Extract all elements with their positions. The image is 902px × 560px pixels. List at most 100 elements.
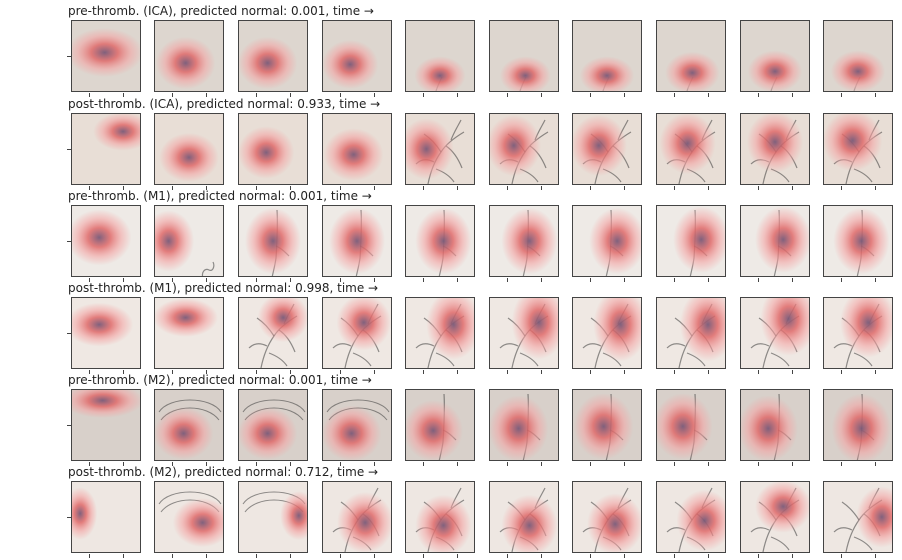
x-tick: [708, 278, 709, 282]
x-tick: [172, 370, 173, 374]
figure-row: post-thromb. (M2), predicted normal: 0.7…: [0, 465, 902, 558]
frame-image: [490, 390, 558, 460]
x-tick: [541, 554, 542, 558]
heatmap-frame: [322, 20, 392, 97]
x-tick: [624, 554, 625, 558]
frame-image: [490, 298, 558, 368]
x-tick: [541, 278, 542, 282]
vessel-line: [499, 343, 519, 349]
frame-image: [741, 21, 809, 91]
heatmap-frame: [823, 113, 893, 190]
x-tick: [624, 93, 625, 97]
x-tick: [507, 93, 508, 97]
heatmap-frame: [238, 389, 308, 466]
x-tick: [841, 186, 842, 190]
heatmap-frame: [67, 205, 141, 282]
x-tick: [708, 554, 709, 558]
frame-image: [824, 482, 892, 552]
frame-image: [323, 390, 391, 460]
frame-image: [573, 206, 641, 276]
attention-blob: [426, 298, 474, 360]
frame-image: [824, 114, 892, 184]
x-tick: [172, 93, 173, 97]
heatmap-frame: [154, 481, 224, 558]
attention-blob: [665, 51, 720, 91]
x-tick: [590, 370, 591, 374]
x-tick: [457, 554, 458, 558]
row-title: post-thromb. (ICA), predicted normal: 0.…: [68, 97, 381, 111]
frame-image: [573, 482, 641, 552]
x-tick: [792, 370, 793, 374]
x-tick: [256, 462, 257, 466]
x-tick: [674, 462, 675, 466]
y-tick: [67, 241, 71, 242]
frame-image: [323, 482, 391, 552]
x-tick: [423, 93, 424, 97]
x-tick: [875, 554, 876, 558]
x-tick: [423, 278, 424, 282]
attention-blob: [587, 493, 641, 552]
x-tick: [374, 278, 375, 282]
attention-blob: [155, 298, 218, 337]
x-tick: [624, 462, 625, 466]
heatmap-frame: [67, 20, 141, 97]
attention-blob: [760, 298, 809, 356]
attention-blob: [579, 56, 635, 91]
attention-blob: [323, 405, 382, 460]
attention-blob: [679, 298, 725, 362]
frame-image: [239, 21, 307, 91]
x-tick: [792, 554, 793, 558]
attention-blob: [415, 207, 472, 275]
x-tick: [256, 93, 257, 97]
x-tick: [423, 370, 424, 374]
x-tick: [374, 370, 375, 374]
frame-image: [741, 298, 809, 368]
heatmap-frame: [489, 113, 559, 190]
x-tick: [172, 554, 173, 558]
x-tick: [89, 93, 90, 97]
x-tick: [206, 554, 207, 558]
heatmap-frame: [572, 481, 642, 558]
vessel-line: [201, 261, 215, 276]
heatmap-frame: [656, 389, 726, 466]
heatmap-frame: [405, 481, 475, 558]
row-title: post-thromb. (M2), predicted normal: 0.7…: [68, 465, 379, 479]
heatmap-frame: [740, 20, 810, 97]
x-tick: [423, 554, 424, 558]
x-tick: [340, 554, 341, 558]
vessel-line: [833, 527, 853, 533]
frame-image: [155, 21, 223, 91]
heatmap-frame: [656, 205, 726, 282]
frame-image: [323, 206, 391, 276]
frame-image: [323, 114, 391, 184]
x-tick: [457, 462, 458, 466]
x-tick: [758, 278, 759, 282]
row-title: pre-thromb. (M2), predicted normal: 0.00…: [68, 373, 372, 387]
heatmap-frame: [154, 113, 224, 190]
frame-image: [490, 206, 558, 276]
heatmap-frame: [740, 481, 810, 558]
y-tick: [67, 425, 71, 426]
heatmap-frame: [489, 389, 559, 466]
x-tick: [457, 93, 458, 97]
attention-blob: [172, 498, 223, 548]
attention-blob: [72, 487, 98, 540]
vessel-line: [352, 352, 372, 367]
x-tick: [457, 186, 458, 190]
attention-blob: [328, 207, 386, 275]
x-tick: [206, 462, 207, 466]
attention-blob: [490, 395, 549, 460]
heatmap-frame: [572, 205, 642, 282]
x-tick: [624, 370, 625, 374]
x-tick: [89, 278, 90, 282]
attention-blob: [824, 114, 883, 172]
x-tick: [708, 186, 709, 190]
frame-image: [323, 298, 391, 368]
figure-row: pre-thromb. (M2), predicted normal: 0.00…: [0, 373, 902, 466]
x-tick: [340, 93, 341, 97]
frame-image: [657, 482, 725, 552]
attention-blob: [746, 114, 804, 173]
attention-blob: [155, 210, 195, 272]
heatmap-frame: [823, 297, 893, 374]
x-tick: [758, 462, 759, 466]
